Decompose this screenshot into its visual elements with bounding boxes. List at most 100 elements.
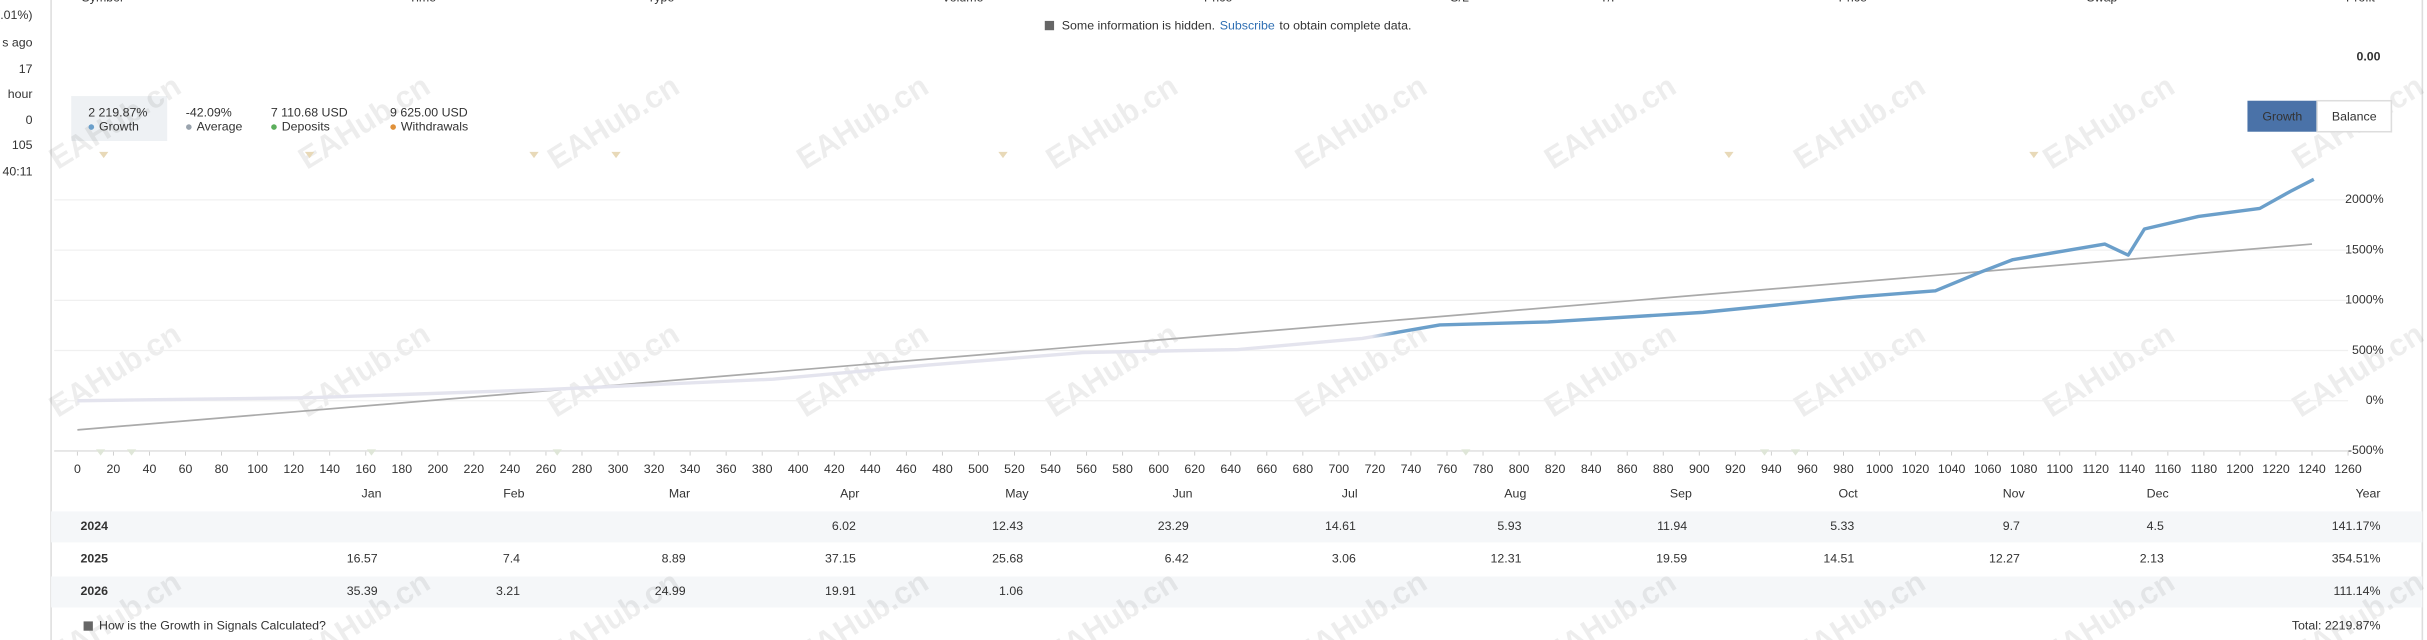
month-value: 24.99 (655, 584, 686, 598)
subscribe-link[interactable]: Subscribe (1220, 19, 1275, 33)
year-label: 2025 (80, 552, 108, 566)
month-value: 6.42 (1165, 552, 1189, 566)
tab-label[interactable]: Growth (2262, 109, 2302, 123)
trend-line (77, 243, 2313, 431)
stat-value: 9 625.00 USD (390, 105, 468, 119)
tab-balance[interactable] (2316, 99, 2393, 133)
help-link[interactable]: How is the Growth in Signals Calculated? (99, 618, 326, 632)
month-header: Feb (503, 487, 524, 501)
x-tick-label: 140 (319, 462, 340, 476)
month-value: 5.33 (1830, 519, 1854, 533)
month-value: 19.91 (825, 584, 856, 598)
trade-marker (366, 449, 377, 456)
event-marker (529, 151, 539, 159)
trade-marker (552, 449, 562, 456)
month-header: Apr (840, 487, 859, 501)
column-header: Price (1204, 0, 1232, 5)
y-tick-label: 0% (2366, 393, 2384, 407)
event-marker (611, 151, 621, 159)
x-tick-label: 0 (74, 462, 81, 476)
x-tick-label: 1180 (2191, 462, 2218, 476)
x-tick-label: 180 (391, 462, 412, 476)
x-tick-label: 840 (1581, 462, 1602, 476)
y-tick-label: 1500% (2345, 242, 2384, 256)
month-value: 12.27 (1989, 552, 2020, 566)
x-tick-label: 40 (143, 462, 157, 476)
month-header: Mar (669, 487, 690, 501)
x-tick-label: 240 (500, 462, 521, 476)
side-value: 0 (26, 113, 33, 127)
month-header: Jan (362, 487, 382, 501)
x-tick-label: 460 (896, 462, 917, 476)
x-tick-label: 340 (680, 462, 701, 476)
x-tick-label: 400 (788, 462, 809, 476)
x-tick-label: 280 (572, 462, 593, 476)
stat-label: Deposits (282, 119, 330, 133)
x-tick-label: 100 (247, 462, 268, 476)
row-shade (51, 576, 2423, 608)
month-value: 37.15 (825, 552, 856, 566)
event-marker (998, 151, 1008, 159)
x-tick-label: 1200 (2226, 462, 2254, 476)
column-header: S/L (1450, 0, 1469, 5)
event-marker (304, 151, 315, 159)
column-header: Volume (942, 0, 983, 5)
x-tick-label: 960 (1797, 462, 1818, 476)
x-tick-label: 1060 (1974, 462, 2002, 476)
tab-label[interactable]: Balance (2332, 109, 2377, 123)
y-tick-label: 2000% (2345, 192, 2384, 206)
notice-text: Some information is hidden. (1062, 19, 1215, 33)
column-header: Price (1839, 0, 1867, 5)
stat-highlight (71, 96, 168, 142)
month-header: May (1005, 487, 1029, 501)
year-total: 111.14% (2334, 584, 2381, 598)
x-tick-label: 620 (1184, 462, 1205, 476)
month-value: 8.89 (662, 552, 686, 566)
month-header: Year (2356, 487, 2381, 501)
x-tick-label: 860 (1617, 462, 1638, 476)
month-header: Jul (1342, 487, 1358, 501)
stat-value: 2 219.87% (88, 105, 147, 119)
x-tick-label: 260 (536, 462, 557, 476)
year-total: 141.17% (2332, 519, 2381, 533)
x-tick-label: 480 (932, 462, 953, 476)
year-total: 354.51% (2332, 552, 2381, 566)
month-value: 14.61 (1325, 519, 1356, 533)
side-value: (.01%) (0, 8, 33, 22)
trade-marker (126, 449, 137, 456)
month-value: 9.7 (2003, 519, 2020, 533)
month-value: 25.68 (992, 552, 1023, 566)
content: Symbol Time Type Volume Price S/L T/P Price Swap… (0, 0, 2393, 632)
x-tick-label: 160 (355, 462, 376, 476)
month-value: 1.06 (999, 584, 1023, 598)
month-value: 6.02 (832, 519, 856, 533)
column-header: Swap (2086, 0, 2117, 5)
column-header: Time (409, 0, 436, 5)
x-tick-label: 60 (179, 462, 193, 476)
month-value: 14.51 (1823, 552, 1854, 566)
y-tick-label: 500% (2352, 343, 2384, 357)
stat-dot (88, 124, 95, 130)
x-tick-label: 900 (1689, 462, 1710, 476)
tab-growth[interactable] (2247, 100, 2318, 132)
month-value: 23.29 (1158, 519, 1189, 533)
help-icon (83, 621, 93, 631)
x-tick-label: 880 (1653, 462, 1674, 476)
x-tick-label: 120 (283, 462, 304, 476)
x-tick-label: 940 (1761, 462, 1782, 476)
event-marker (99, 151, 109, 159)
total: Total: 2219.87% (2292, 618, 2381, 632)
stat-dot (271, 124, 277, 130)
x-tick-label: 1080 (2010, 462, 2038, 476)
year-label: 2024 (80, 519, 108, 533)
x-tick-label: 1000 (1866, 462, 1894, 476)
month-value: 35.39 (347, 584, 378, 598)
profit-value: 0.00 (2356, 50, 2380, 64)
x-tick-label: 20 (107, 462, 121, 476)
month-value: 4.5 (2147, 519, 2164, 533)
x-tick-label: 580 (1112, 462, 1133, 476)
x-tick-label: 440 (860, 462, 881, 476)
stat-value: -42.09% (186, 105, 232, 119)
